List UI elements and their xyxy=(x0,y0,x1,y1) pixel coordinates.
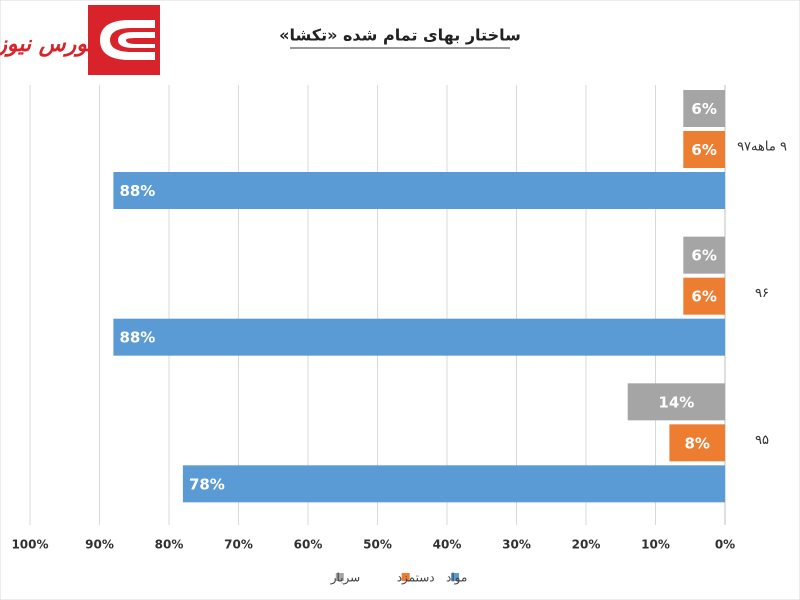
logo-mark xyxy=(88,5,160,75)
x-tick-label: 40% xyxy=(433,538,462,552)
category-label: ۹ ماهه۹۷ xyxy=(737,140,787,155)
chart-title: ساختار بهای تمام شده «تکشا» xyxy=(279,26,521,45)
x-tick-label: 80% xyxy=(155,538,184,552)
bar xyxy=(113,318,725,356)
x-tick-label: 100% xyxy=(11,538,48,552)
bar xyxy=(683,90,725,127)
x-tick-label: 50% xyxy=(363,538,392,552)
legend-label: دستمزد xyxy=(397,571,435,586)
bar xyxy=(683,131,725,168)
value-label: 14% xyxy=(658,393,694,411)
value-label: 6% xyxy=(691,100,716,118)
legend-swatch xyxy=(335,573,344,581)
bar xyxy=(627,383,725,421)
logo-text: بورس نیوز xyxy=(0,32,95,57)
value-label: 6% xyxy=(691,247,716,265)
legend-swatch xyxy=(451,573,459,581)
x-tick-label: 30% xyxy=(502,538,531,552)
legend-label: سربار xyxy=(330,571,360,586)
value-label: 88% xyxy=(119,329,155,347)
bar xyxy=(683,236,725,274)
x-tick-label: 0% xyxy=(715,538,735,552)
x-tick-label: 60% xyxy=(294,538,323,552)
value-label: 8% xyxy=(684,434,709,452)
category-label: ۹۵ xyxy=(755,433,769,448)
x-tick-label: 70% xyxy=(224,538,253,552)
value-label: 6% xyxy=(691,288,716,306)
bar xyxy=(182,465,725,503)
legend-label: مواد xyxy=(446,571,467,586)
bar xyxy=(669,424,725,462)
x-tick-label: 10% xyxy=(641,538,670,552)
x-tick-label: 20% xyxy=(572,538,601,552)
x-tick-label: 90% xyxy=(85,538,114,552)
bar xyxy=(113,172,725,209)
value-label: 88% xyxy=(119,182,155,200)
value-label: 78% xyxy=(189,475,225,493)
bar xyxy=(683,277,725,315)
category-label: ۹۶ xyxy=(755,286,769,301)
value-label: 6% xyxy=(691,141,716,159)
legend-swatch xyxy=(401,573,410,581)
